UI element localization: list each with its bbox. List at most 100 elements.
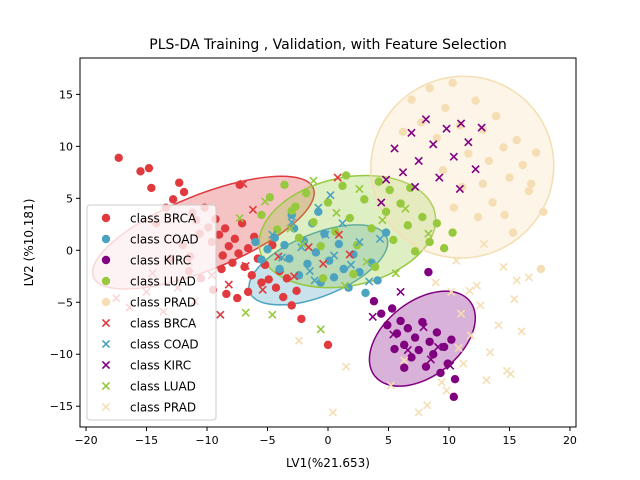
training-point-brca [279,292,288,302]
validation-point-prad [437,378,446,387]
training-point-prad [491,112,501,121]
validation-point-kirc [435,173,444,182]
validation-point-kirc-stroke [442,124,451,133]
legend-label: class LUAD [130,380,196,394]
training-point-coad [285,254,294,263]
validation-point-coad [310,276,319,285]
validation-point-coad-stroke [346,260,356,270]
training-point-brca [136,167,145,176]
validation-point-coad [326,191,335,200]
training-point-luad [360,195,369,204]
validation-point-kirc-stroke [398,168,408,177]
training-point-prad [500,210,509,220]
validation-point-prad [400,356,409,365]
training-point-prad [527,179,536,188]
validation-point-prad-stroke [423,401,432,410]
validation-point-luad-stroke [424,229,433,238]
training-point-prad [438,166,448,175]
legend-marker-x-stroke [101,402,111,412]
validation-point-kirc-stroke [471,165,480,174]
validation-point-kirc-stroke [435,173,444,182]
validation-point-prad-stroke [524,273,533,282]
validation-point-kirc [464,138,473,147]
training-point-prad [531,148,541,157]
validation-point-luad-stroke [241,308,250,317]
validation-point-prad [423,401,432,410]
validation-point-kirc-stroke [381,175,391,184]
training-point-prad [398,127,408,136]
validation-point-kirc-stroke [403,345,413,355]
validation-point-luad [316,325,325,334]
validation-point-coad-stroke [321,230,330,239]
validation-point-luad [298,239,307,249]
validation-point-brca-stroke [318,259,328,268]
training-point-coad [311,248,321,257]
training-point-prad [524,186,534,196]
training-point-kirc [407,353,416,362]
legend-marker-x [101,402,111,412]
training-point-coad [381,228,391,237]
x-tick-label: −5 [259,434,275,447]
validation-point-prad-stroke [400,356,409,365]
legend-label: class KIRC [130,254,191,268]
training-point-prad [425,83,434,93]
legend-item: class COAD [101,338,199,352]
training-point-brca [243,287,253,297]
training-point-brca [220,224,230,233]
training-point-brca [222,289,231,299]
training-point-kirc [400,363,409,372]
training-point-kirc [424,267,433,277]
validation-point-coad [329,251,339,260]
training-point-luad [323,198,333,207]
legend-item: class KIRC [101,254,191,268]
training-point-coad [263,245,272,254]
training-point-prad [512,135,521,145]
training-point-luad [381,207,391,217]
legend-marker-circle [101,234,111,244]
training-point-brca [217,264,226,274]
y-tick-label: −15 [50,400,73,413]
validation-point-coad-stroke [329,251,339,260]
training-point-brca [168,195,178,204]
training-point-luad [410,247,420,256]
validation-point-prad-stroke [476,301,485,310]
training-point-kirc [377,309,386,318]
legend-label: class KIRC [130,359,191,373]
validation-point-luad [424,229,433,238]
legend-marker-circle [101,213,111,223]
training-point-brca [247,271,256,280]
validation-point-prad [479,239,489,249]
validation-point-kirc [456,119,466,128]
y-tick-label: 10 [59,140,73,153]
validation-point-luad [362,257,371,266]
training-point-luad [316,241,325,251]
validation-point-kirc [414,156,423,166]
training-point-kirc [390,344,399,354]
validation-point-kirc [407,128,416,138]
training-point-kirc [447,335,456,344]
legend-marker-circle [101,276,111,286]
validation-point-prad-stroke [482,376,491,385]
validation-point-luad [332,208,341,218]
training-point-brca [292,286,301,296]
training-point-coad [361,288,370,298]
training-point-kirc [396,316,405,326]
training-point-prad [416,118,426,127]
training-point-kirc [425,337,434,346]
validation-point-kirc-stroke [433,342,443,352]
legend-marker-x-stroke [101,339,111,349]
validation-point-prad-stroke [510,294,519,304]
validation-point-luad [340,281,350,290]
validation-point-coad-stroke [375,234,385,244]
training-point-luad [367,224,376,233]
validation-point-kirc [419,323,428,332]
validation-point-prad [482,376,491,385]
validation-point-coad [321,230,330,239]
validation-point-prad [414,408,423,417]
training-point-prad [539,207,548,217]
validation-point-prad-stroke [465,286,474,295]
validation-point-prad [431,278,440,287]
validation-point-prad-stroke [431,278,440,287]
validation-point-prad [517,327,526,336]
validation-point-coad [364,277,374,286]
